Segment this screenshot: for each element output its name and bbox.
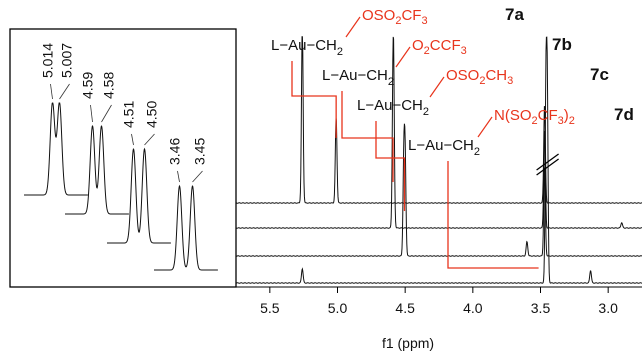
fragment-label: L−Au−CH2: [357, 97, 429, 118]
shift-label: 4.50: [144, 101, 160, 128]
spectrum-trace-7d: [235, 36, 642, 284]
inset-frame: [9, 28, 237, 288]
shift-label: 3.45: [192, 138, 208, 165]
x-ticks: 5.5 5.0 4.5 4.0 3.5 3.0: [260, 287, 618, 316]
peak-leader-line: [341, 91, 394, 182]
shift-label-connector: [101, 104, 112, 123]
peak-truncation-mark: [536, 153, 559, 171]
compound-label: 7b: [552, 35, 572, 54]
shift-label-connector: [144, 133, 155, 146]
substituent-label: N(SO2CF3)2: [494, 107, 575, 127]
inset-trace: [107, 147, 171, 244]
shift-label: 5.014: [40, 43, 56, 78]
shift-label: 4.59: [80, 72, 96, 99]
compound-label: 7a: [505, 5, 524, 24]
peak-leader-line: [375, 121, 406, 211]
shift-label-connector: [50, 83, 53, 100]
x-tick-label: 3.5: [531, 300, 551, 316]
fragment-label: L−Au−CH2: [408, 137, 480, 158]
annotation-7d: L−Au−CH2 N(SO2CF3)2 7d: [408, 105, 634, 269]
inset-multiplet: 4.59 4.58: [65, 72, 129, 215]
spectrum-trace-7c: [235, 123, 642, 257]
substituent-label: O2CCF3: [412, 37, 467, 57]
x-tick-label: 3.0: [598, 300, 618, 316]
shift-label-connector: [131, 133, 134, 146]
shift-label: 3.46: [167, 138, 183, 165]
annotation-7c: L−Au−CH2 OSO2CH3 7c: [357, 65, 609, 211]
shift-label: 4.51: [121, 101, 137, 128]
x-tick-label: 5.5: [260, 300, 280, 316]
spectra-traces: [235, 36, 642, 284]
inset-multiplet: 3.46 3.45: [154, 138, 218, 271]
annotation-7b: L−Au−CH2 O2CCF3 7b: [322, 35, 572, 182]
x-tick-label: 4.0: [463, 300, 483, 316]
shift-label: 4.58: [101, 72, 117, 99]
inset-trace: [24, 102, 88, 196]
peak-leader-line: [291, 61, 337, 138]
substituent-label: OSO2CH3: [446, 67, 513, 87]
spectrum-trace-7a: [235, 36, 642, 204]
shift-label-connector: [59, 83, 70, 100]
inset-trace: [154, 184, 218, 271]
x-tick-label: 5.0: [328, 300, 348, 316]
compound-label: 7d: [614, 105, 634, 124]
inset-multiplet: 5.014 5.007: [24, 43, 88, 196]
substituent-label: OSO2CF3: [362, 7, 428, 27]
inset-trace: [65, 125, 129, 215]
substituent-bond: [345, 16, 361, 38]
shift-label: 5.007: [59, 43, 75, 78]
substituent-bond: [477, 116, 493, 138]
peak-truncation-mark: [536, 158, 559, 176]
spectrum-trace-7b: [235, 36, 642, 229]
shift-label-connector: [90, 104, 93, 123]
substituent-bond: [395, 46, 411, 68]
shift-label-connector: [177, 170, 180, 183]
substituent-bond: [429, 76, 445, 98]
fragment-label: L−Au−CH2: [271, 37, 343, 58]
x-axis-label: f1 (ppm): [382, 335, 434, 351]
fragment-label: L−Au−CH2: [322, 67, 394, 88]
shift-label-connector: [192, 170, 203, 183]
annotation-7a: L−Au−CH2 OSO2CF3 7a: [271, 5, 524, 138]
x-tick-label: 4.5: [395, 300, 415, 316]
inset-multiplet: 4.51 4.50: [107, 101, 171, 244]
peak-leader-line: [447, 161, 539, 269]
compound-label: 7c: [590, 65, 609, 84]
x-axis: 5.5 5.0 4.5 4.0 3.5 3.0 f1 (ppm): [236, 286, 642, 351]
